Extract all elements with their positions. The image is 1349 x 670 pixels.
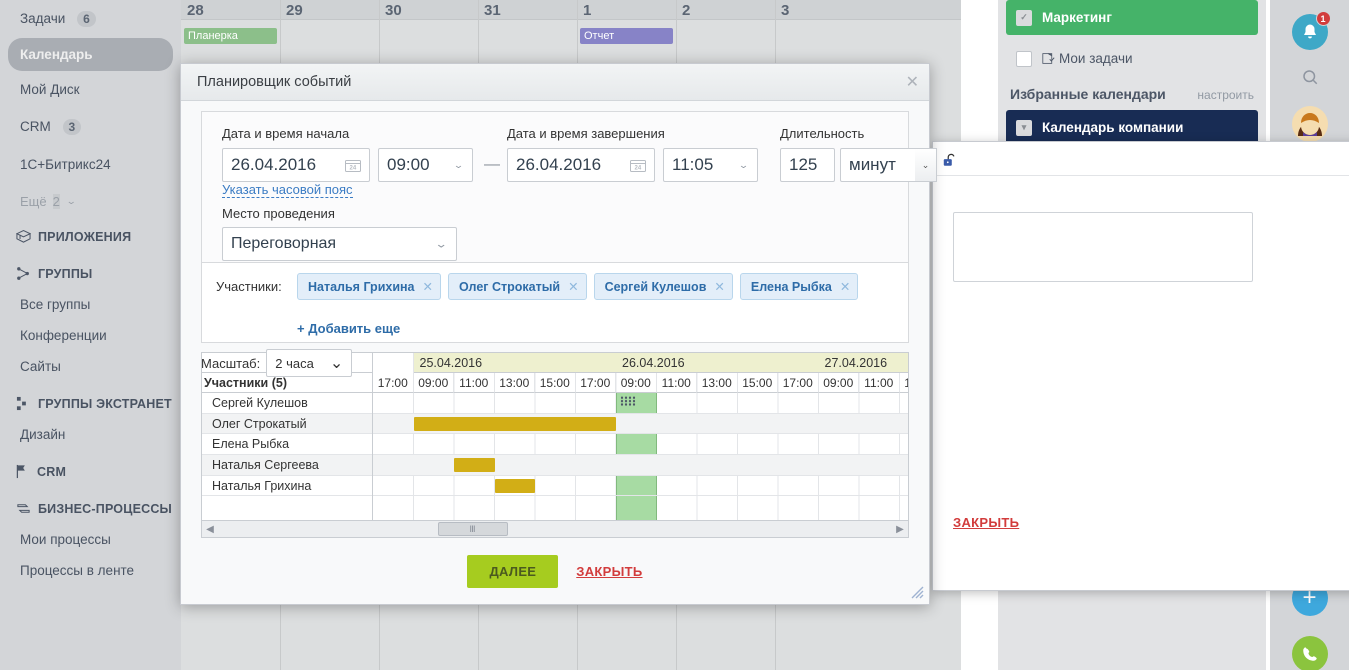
svg-text:24: 24 xyxy=(350,165,357,171)
svg-text:24: 24 xyxy=(635,165,642,171)
